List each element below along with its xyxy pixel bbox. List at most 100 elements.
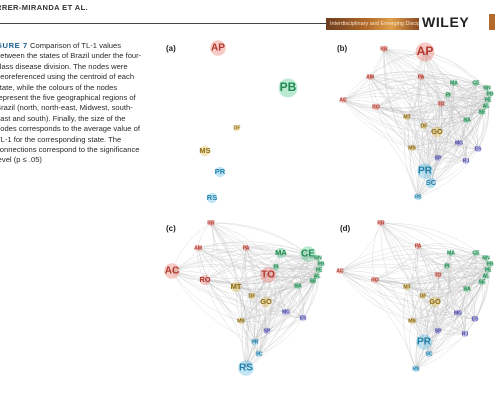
state-node-pr: PR [416, 334, 432, 350]
network-edge [197, 247, 206, 281]
network-edge [171, 259, 277, 272]
network-edge [447, 94, 467, 162]
state-node-label: RR [207, 220, 215, 226]
state-node-circle [230, 281, 242, 293]
network-edge [406, 87, 488, 118]
network-edge [446, 265, 487, 277]
state-node-circle [313, 272, 321, 280]
state-node-ms: MS [237, 317, 245, 324]
network-edge [171, 270, 260, 355]
network-edge [375, 51, 426, 108]
state-node-label: RR [377, 220, 385, 226]
state-node-circle [443, 262, 451, 270]
network-edge [266, 253, 309, 332]
network-edge [339, 247, 477, 272]
state-node-label: RN [314, 255, 322, 261]
state-node-ma: MA [450, 79, 458, 87]
network-edge [257, 301, 267, 355]
state-node-circle [260, 267, 276, 283]
network-edge [380, 222, 439, 276]
network-edge [204, 279, 237, 288]
network-edge [424, 142, 460, 172]
network-edge [466, 275, 487, 290]
network-edge [424, 51, 441, 184]
network-edge [245, 269, 320, 369]
network-edge [409, 320, 417, 370]
network-edge [374, 279, 425, 343]
network-edge [423, 125, 479, 150]
network-edge [435, 265, 448, 332]
network-edge [258, 317, 304, 355]
state-node-circle [336, 267, 344, 275]
state-node-label: PE [485, 97, 492, 103]
state-node-circle [366, 73, 374, 81]
network-edge [466, 119, 479, 150]
network-edge [430, 119, 468, 184]
network-edge [433, 301, 439, 332]
state-node-circle [380, 45, 388, 53]
state-node-label: PR [417, 337, 432, 348]
state-node-circle [463, 285, 471, 293]
network-edge [267, 262, 322, 276]
state-node-ms: MS [408, 144, 416, 151]
network-edge [245, 275, 318, 369]
network-edge [369, 76, 426, 172]
network-edge [428, 318, 476, 355]
network-edge [476, 105, 487, 150]
network-edge [302, 275, 318, 319]
state-node-label: PA [418, 74, 425, 80]
network-edge [428, 269, 489, 355]
network-edge [436, 131, 460, 144]
network-edge [258, 274, 272, 355]
network-edge [447, 94, 479, 150]
network-edge [446, 265, 483, 283]
network-edge [342, 87, 449, 101]
network-edge [254, 330, 268, 343]
state-node-ac: AC [339, 96, 347, 103]
network-edge [411, 274, 439, 322]
network-edge [411, 320, 430, 355]
network-edge [339, 253, 491, 272]
state-node-label: MS [408, 145, 416, 151]
state-node-circle [314, 254, 322, 262]
network-edge [204, 263, 320, 281]
network-edge [434, 265, 448, 303]
network-edge [204, 279, 268, 332]
state-node-label: AP [211, 43, 225, 54]
network-edge [383, 48, 488, 89]
state-node-pr: PR [251, 338, 259, 345]
network-edge [422, 295, 428, 343]
state-node-circle [206, 192, 218, 204]
network-edge [374, 245, 419, 281]
network-edge [171, 222, 212, 272]
network-edge [411, 288, 468, 322]
network-edge [417, 243, 477, 254]
network-edge [423, 103, 442, 127]
state-node-label: SC [425, 351, 432, 357]
network-edge [424, 51, 440, 133]
state-node-label: GO [431, 127, 443, 136]
network-edge [411, 51, 429, 149]
network-edge [466, 288, 476, 320]
state-node-label: PR [215, 167, 226, 176]
state-node-circle [263, 327, 271, 335]
network-edge [424, 148, 479, 172]
state-node-circle [255, 350, 263, 358]
state-node-circle [238, 360, 254, 376]
network-edge [375, 82, 455, 108]
network-edge [465, 105, 487, 162]
network-edge [380, 222, 418, 370]
state-node-circle [450, 79, 458, 87]
network-edge [342, 48, 385, 101]
network-edge [406, 116, 439, 159]
network-edge [339, 270, 425, 343]
state-node-circle [417, 73, 425, 81]
network-edge [417, 105, 487, 198]
network-edge [339, 245, 419, 272]
network-edge [422, 288, 468, 298]
state-node-sc: SC [425, 350, 433, 357]
network-edge [374, 265, 448, 282]
network-edge [240, 257, 319, 322]
state-node-to: TO [434, 271, 442, 278]
state-node-rr: RR [207, 219, 215, 226]
